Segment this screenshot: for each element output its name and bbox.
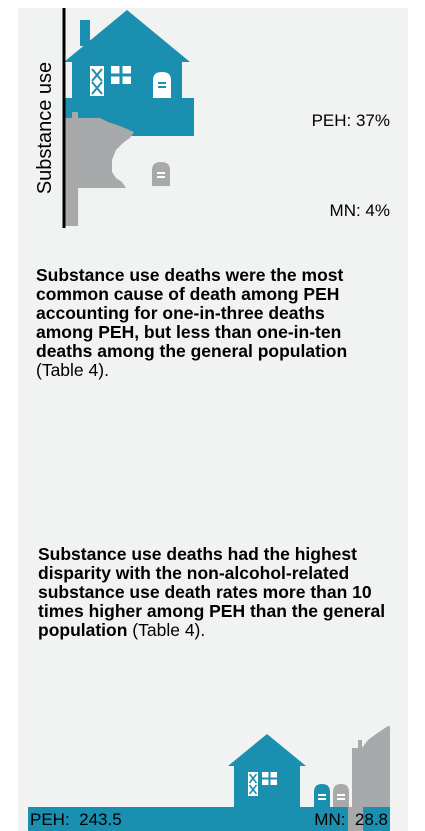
tombstone-icon	[153, 72, 171, 98]
window-small-icon	[248, 772, 277, 796]
house-icon	[64, 10, 190, 100]
tombstone-small-icon	[314, 784, 349, 807]
label-peh: PEH: 37%	[312, 111, 390, 130]
ylabel: Substance use	[34, 62, 56, 194]
house-small-icon	[228, 734, 306, 807]
label-mn-rate: MN: 28.8	[314, 810, 388, 829]
death-rate-chart: PEH: 243.5 MN: 28.8	[28, 726, 390, 831]
bar-peh-rate	[28, 807, 390, 831]
bar-mn-rate	[348, 807, 363, 831]
paragraph-substance-use-disparity: Substance use deaths had the highest dis…	[38, 545, 390, 640]
paragraph-1-bold: Substance use deaths were the most commo…	[36, 265, 348, 361]
bar-mn	[64, 188, 79, 226]
window-icon	[90, 66, 131, 96]
substance-use-chart: Substance use PEH: 37% MN: 4%	[34, 8, 390, 228]
label-mn: MN: 4%	[330, 201, 390, 220]
paragraph-2-bold: Substance use deaths had the highest dis…	[38, 544, 386, 640]
paragraph-substance-use-common: Substance use deaths were the most commo…	[36, 266, 386, 380]
minnesota-state-icon	[64, 112, 134, 188]
label-peh-rate: PEH: 243.5	[30, 810, 122, 829]
paragraph-2-ref: (Table 4).	[127, 620, 206, 640]
paragraph-1-ref: (Table 4).	[36, 360, 109, 380]
tombstone-mn-icon	[152, 162, 170, 186]
minnesota-small-icon	[352, 726, 390, 807]
